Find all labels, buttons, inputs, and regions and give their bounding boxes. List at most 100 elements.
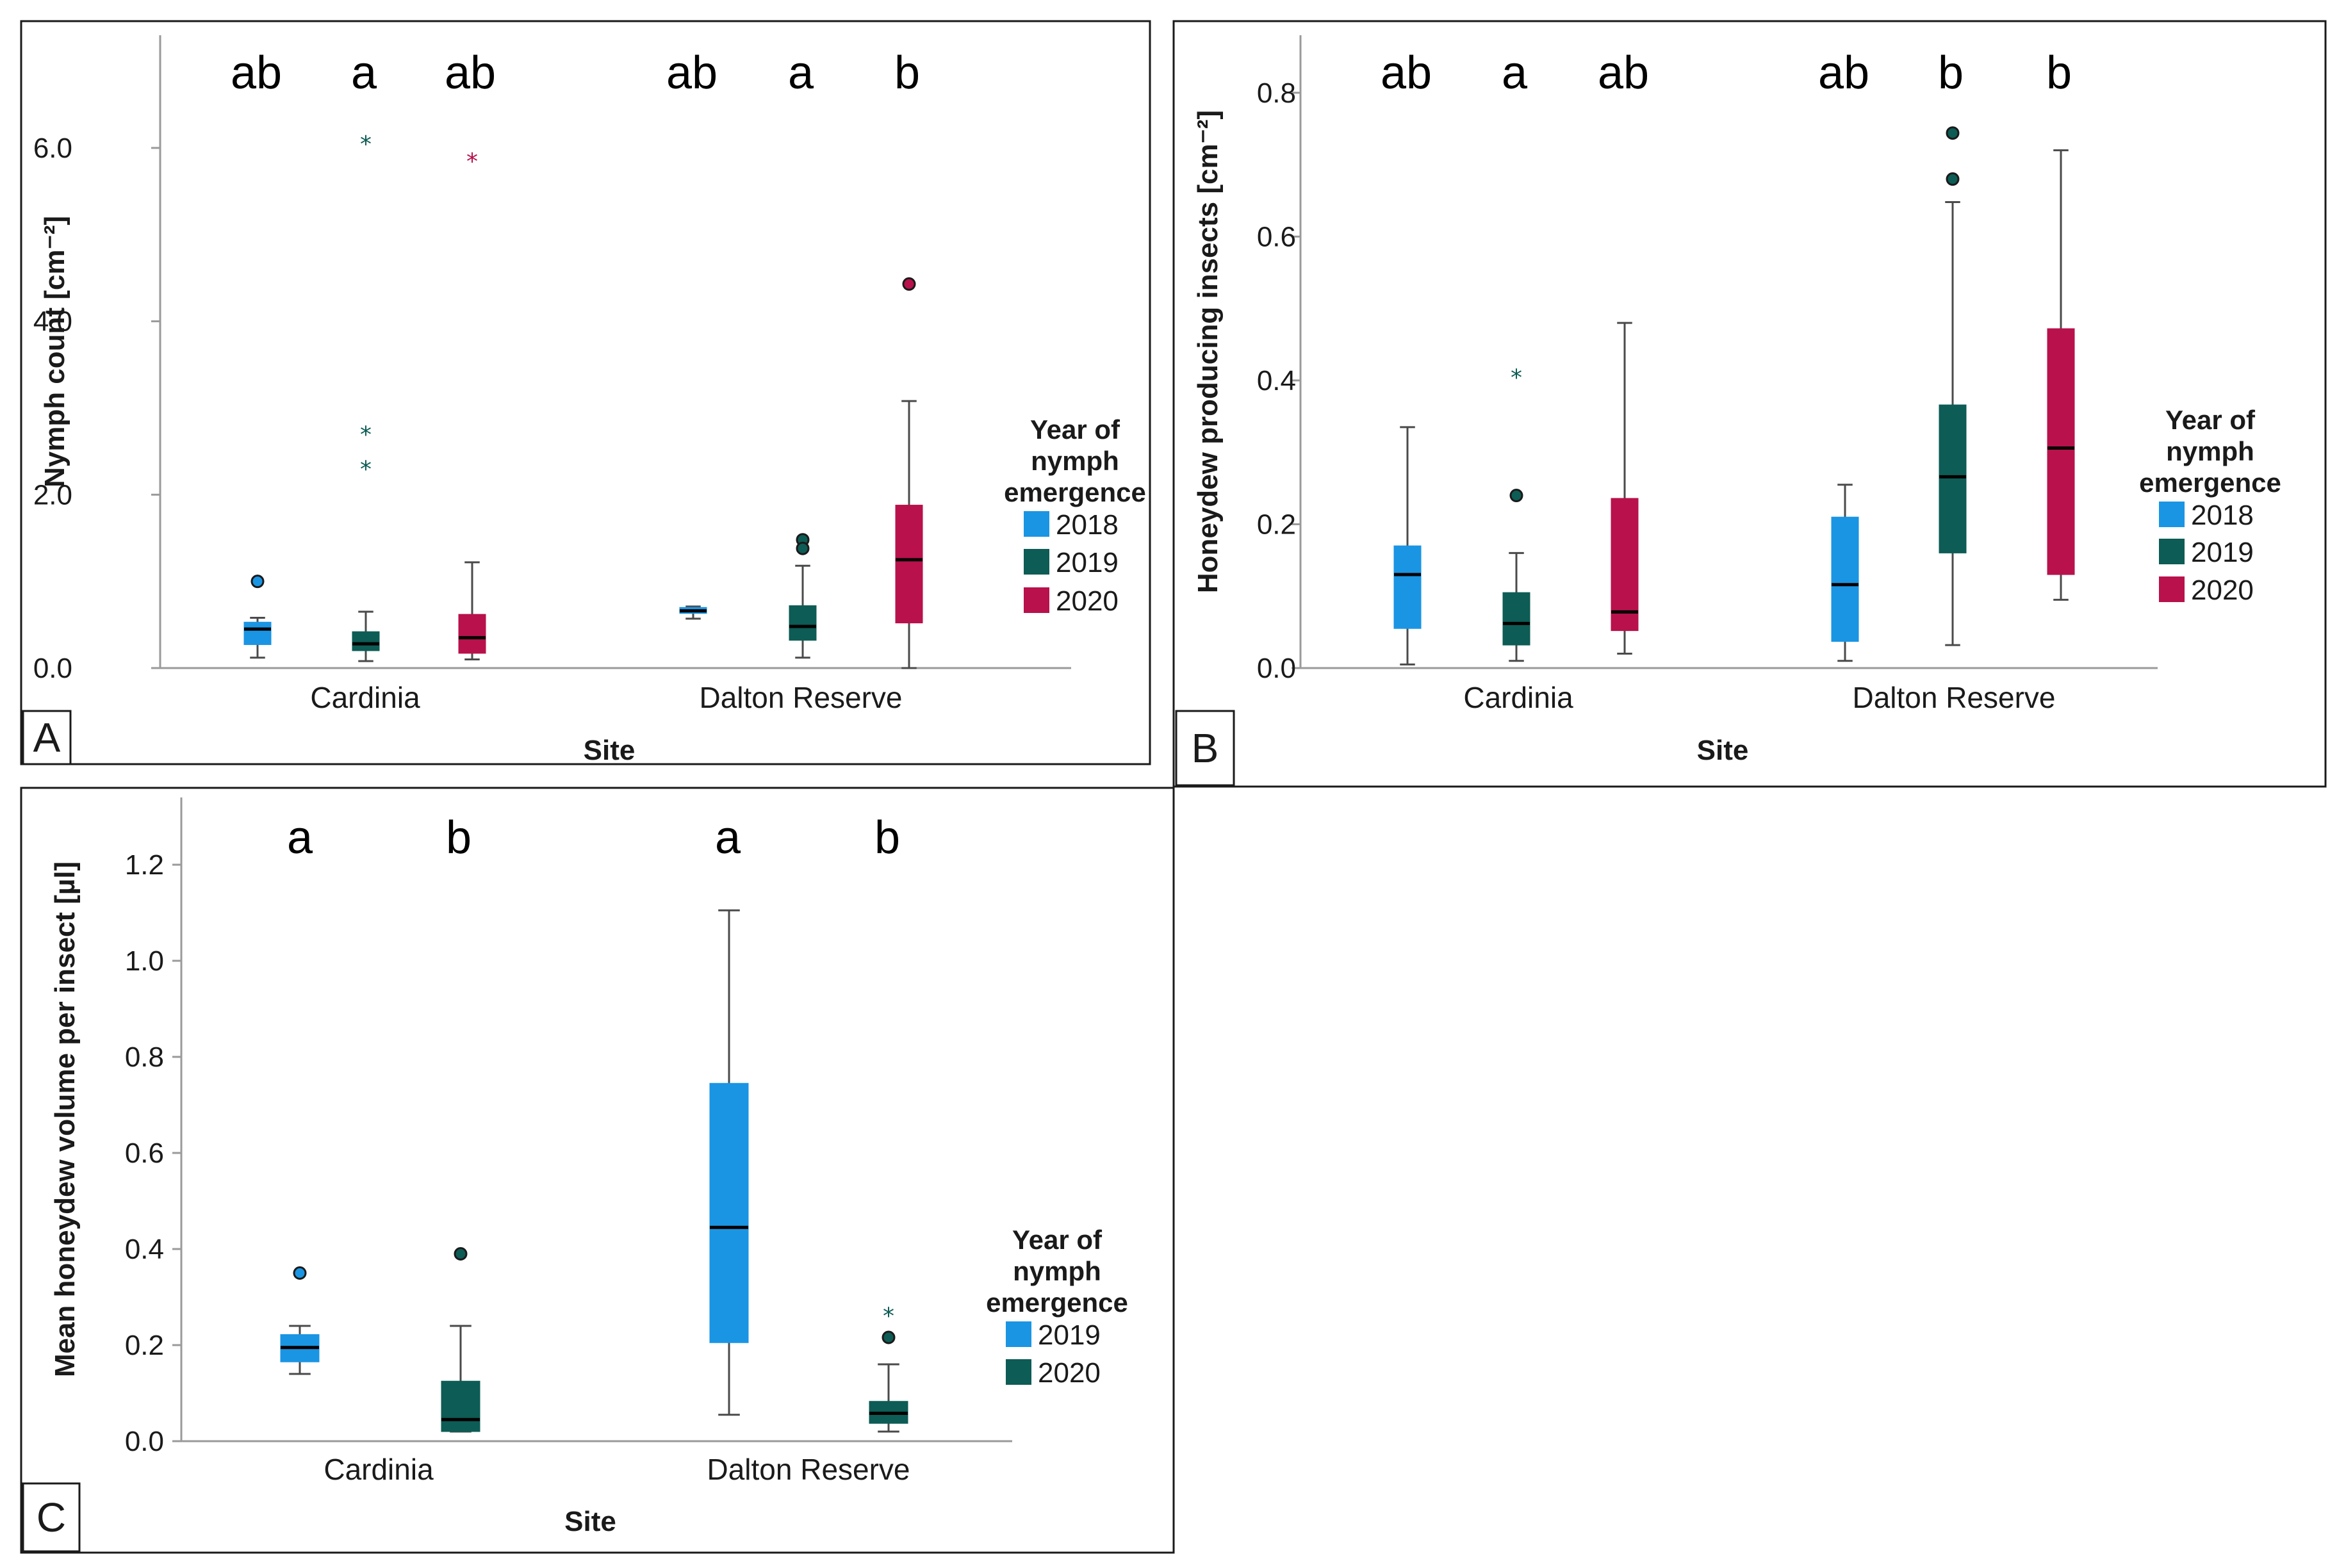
legend-swatch-2018 [1024, 511, 1049, 537]
box-iqr [352, 631, 380, 651]
x-category-label: Dalton Reserve [707, 1453, 910, 1486]
box-2019-cardinia: * [1502, 364, 1530, 662]
significance-letter: ab [231, 47, 282, 99]
panel-c: 0.0 0.2 0.4 0.6 0.8 1.0 1.2 Mean honeydew volum… [20, 787, 1175, 1554]
y-tick-label: 0.8 [125, 1041, 164, 1073]
extreme-point: * [360, 131, 372, 158]
outlier-point [796, 541, 810, 555]
panel-a: 0.0 2.0 4.0 6.0 Nymph count [cm⁻²] Cardinia Da… [20, 20, 1151, 766]
extreme-point: * [883, 1303, 894, 1330]
x-axis-title: Site [564, 1506, 616, 1537]
legend-label-2020: 2020 [2191, 575, 2254, 606]
y-tick-label: 4.0 [33, 306, 72, 338]
panel-frame [20, 20, 1151, 765]
y-axis-title: Mean honeydew volume per insect [µl] [49, 862, 81, 1377]
y-tick-label: 0.4 [125, 1234, 164, 1265]
x-category-label: Cardinia [324, 1453, 434, 1486]
outlier-point [454, 1247, 468, 1261]
box-iqr [2047, 328, 2075, 575]
significance-letter: b [874, 812, 900, 863]
y-tick-label: 1.2 [125, 849, 164, 881]
box-2019-cardinia: * * * [352, 131, 380, 662]
box-iqr [243, 621, 272, 645]
significance-letter: b [2046, 47, 2072, 99]
y-tick-label: 0.0 [33, 653, 72, 684]
panel-frame [1172, 20, 2327, 788]
x-axis-title: Site [584, 735, 636, 766]
box-2020-cardinia [441, 1247, 480, 1433]
outlier-point [902, 277, 916, 291]
box-iqr [709, 1082, 749, 1343]
y-tick-label: 0.6 [125, 1138, 164, 1169]
legend-label-2020: 2020 [1056, 585, 1119, 617]
extreme-point: * [360, 457, 372, 483]
significance-letter: b [1938, 47, 1964, 99]
box-2020-dalton-reserve: * [869, 1303, 908, 1433]
legend-label-2018: 2018 [2191, 500, 2254, 531]
y-tick-label: 0.8 [1257, 78, 1296, 109]
box-2020-dalton-reserve [895, 277, 923, 669]
outlier-point [1946, 172, 1960, 186]
legend-swatch-2020 [1006, 1359, 1031, 1385]
significance-letter: b [894, 47, 920, 99]
y-tick-label: 0.4 [1257, 365, 1296, 396]
box-2019-dalton-reserve [1939, 126, 1967, 646]
legend-swatch-2019 [1006, 1321, 1031, 1347]
legend-title: nymph [1031, 446, 1119, 476]
legend-title: Year of [1030, 414, 1120, 445]
significance-letter: a [715, 812, 741, 863]
y-tick-label: 0.2 [1257, 509, 1296, 540]
legend-title: Year of [2165, 405, 2256, 435]
x-category-label: Cardinia [310, 681, 420, 714]
significance-letter: ab [1381, 47, 1432, 99]
box-2018-cardinia [243, 575, 272, 659]
legend-label-2019: 2019 [1056, 547, 1119, 578]
panel-tag: B [1192, 725, 1219, 771]
legend-title: emergence [1004, 477, 1146, 507]
legend-swatch-2020 [2159, 576, 2185, 602]
y-tick-label: 6.0 [33, 133, 72, 164]
box-iqr [458, 614, 486, 654]
panel-tag: A [33, 715, 61, 761]
box-2019-cardinia [280, 1266, 320, 1375]
panel-tag-box [22, 1482, 81, 1553]
box-iqr [789, 605, 817, 641]
box-iqr [1939, 404, 1967, 553]
significance-letter: ab [666, 47, 718, 99]
significance-letter: a [1502, 47, 1528, 99]
significance-letter: b [446, 812, 472, 863]
box-2018-cardinia [1393, 426, 1422, 666]
box-2019-dalton-reserve [709, 909, 749, 1416]
significance-letter: a [788, 47, 814, 99]
significance-letter: ab [1598, 47, 1649, 99]
legend-title: nymph [2166, 436, 2254, 466]
box-iqr [1502, 592, 1530, 646]
extreme-point: * [466, 149, 478, 175]
extreme-point: * [1511, 364, 1522, 391]
outlier-point [1946, 126, 1960, 140]
box-iqr [441, 1380, 480, 1432]
box-2019-dalton-reserve [789, 533, 817, 659]
y-axis-title: Honeydew producing insects [cm⁻²] [1192, 110, 1224, 593]
outlier-point [1509, 489, 1523, 503]
box-2020-cardinia: * [458, 149, 486, 660]
y-tick-label: 0.0 [125, 1426, 164, 1457]
y-axis-title: Nymph count [cm⁻²] [39, 216, 70, 487]
box-2018-dalton-reserve [679, 605, 707, 620]
legend-label-2019: 2019 [1038, 1319, 1101, 1351]
legend-swatch-2020 [1024, 587, 1049, 613]
box-2020-dalton-reserve [2047, 149, 2075, 601]
y-tick-label: 0.0 [1257, 653, 1296, 684]
legend-label-2019: 2019 [2191, 537, 2254, 568]
box-2020-cardinia [1611, 322, 1639, 655]
y-tick-label: 2.0 [33, 479, 72, 510]
panel-tag-box [1175, 710, 1235, 787]
box-iqr [1393, 545, 1422, 629]
significance-letter: ab [1818, 47, 1869, 99]
panel-tag: C [37, 1494, 66, 1540]
legend-swatch-2019 [2159, 539, 2185, 564]
legend-label-2020: 2020 [1038, 1357, 1101, 1389]
